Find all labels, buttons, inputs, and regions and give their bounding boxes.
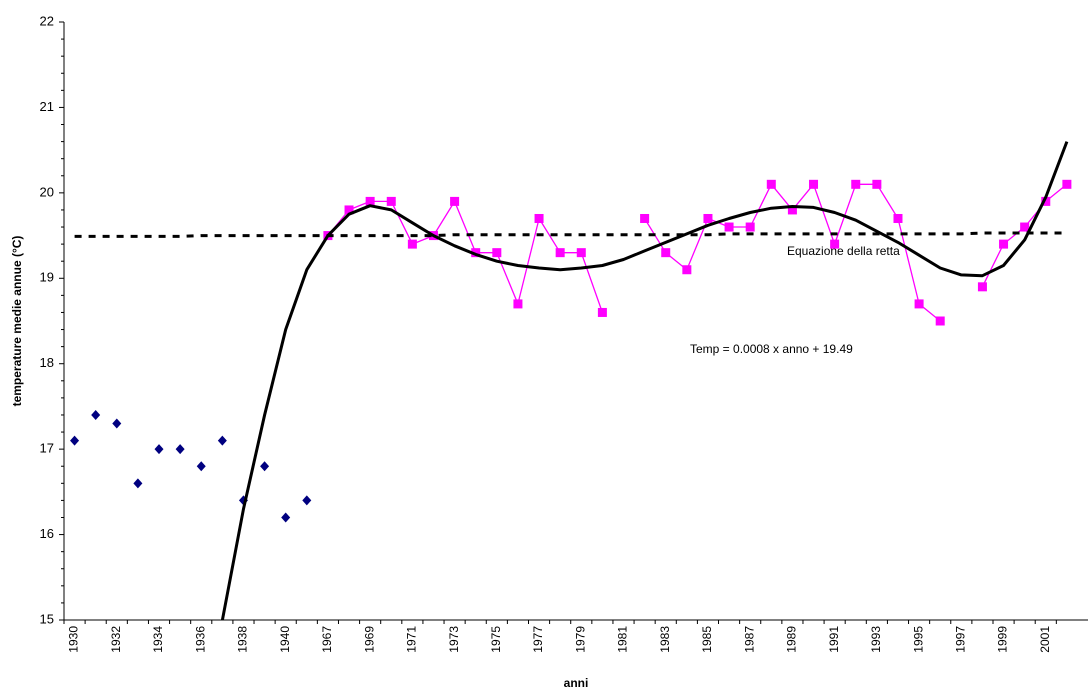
point [872, 179, 882, 189]
x-tick-label: 1999 [996, 626, 1010, 653]
x-axis-title: anni [564, 676, 589, 690]
y-tick-label: 15 [40, 611, 54, 626]
point [91, 409, 101, 420]
point [492, 248, 502, 258]
point [365, 196, 375, 206]
point [703, 213, 713, 223]
point [851, 179, 861, 189]
y-tick-label: 19 [40, 270, 54, 285]
x-tick-label: 1993 [869, 626, 883, 653]
point [893, 213, 903, 223]
point [935, 316, 945, 326]
linear-trendline [74, 231, 1067, 238]
point [302, 495, 312, 506]
series-line [327, 183, 1068, 322]
x-tick-label: 1938 [236, 626, 250, 653]
point [534, 213, 544, 223]
x-tick-label: 1973 [447, 626, 461, 653]
point [70, 435, 80, 446]
point [977, 282, 987, 292]
x-tick-label: 1991 [827, 626, 841, 653]
x-tick-label: 1969 [362, 626, 376, 653]
annotation: Temp = 0.0008 x anno + 19.49 [690, 342, 853, 356]
poly-trendline [220, 141, 1069, 620]
x-tick-label: 1985 [700, 626, 714, 653]
y-tick-label: 17 [40, 441, 54, 456]
point [513, 299, 523, 309]
point [471, 248, 481, 258]
point [576, 248, 586, 258]
point [217, 435, 227, 446]
point [196, 461, 206, 472]
plot-area [70, 141, 1072, 620]
x-tick-label: 1995 [911, 626, 925, 653]
x-tick-label: 1971 [405, 626, 419, 653]
point [766, 179, 776, 189]
point [175, 444, 185, 455]
point [914, 299, 924, 309]
annotation: Equazione della retta [787, 244, 900, 258]
point [154, 444, 164, 455]
point [555, 248, 565, 258]
x-tick-label: 1932 [109, 626, 123, 653]
x-tick-label: 2001 [1038, 626, 1052, 653]
y-tick-label: 21 [40, 99, 54, 114]
point [450, 196, 460, 206]
y-tick-label: 20 [40, 184, 54, 199]
point [133, 478, 143, 489]
y-tick-label: 18 [40, 355, 54, 370]
point [745, 222, 755, 232]
y-tick-label: 22 [40, 13, 54, 28]
point [597, 307, 607, 317]
y-tick-label: 16 [40, 526, 54, 541]
point [1041, 196, 1051, 206]
point [260, 461, 270, 472]
point [640, 213, 650, 223]
x-tick-label: 1936 [193, 626, 207, 653]
point [830, 239, 840, 249]
x-tick-label: 1967 [320, 626, 334, 653]
point [1062, 179, 1072, 189]
x-tick-label: 1940 [278, 626, 292, 653]
x-tick-label: 1981 [616, 626, 630, 653]
point [344, 205, 354, 215]
x-tick-label: 1979 [573, 626, 587, 653]
x-tick-label: 1997 [953, 626, 967, 653]
point [787, 205, 797, 215]
x-tick-label: 1989 [785, 626, 799, 653]
point [682, 265, 692, 275]
point [1020, 222, 1030, 232]
point [281, 512, 291, 523]
x-tick-label: 1934 [151, 626, 165, 653]
point [724, 222, 734, 232]
x-tick-label: 1983 [658, 626, 672, 653]
point [407, 239, 417, 249]
point [112, 418, 122, 429]
x-tick-label: 1987 [742, 626, 756, 653]
point [386, 196, 396, 206]
x-tick-label: 1930 [67, 626, 81, 653]
x-tick-label: 1977 [531, 626, 545, 653]
point [661, 248, 671, 258]
point [999, 239, 1009, 249]
y-axis-title: temperature medie annue (°C) [10, 236, 24, 407]
x-tick-label: 1975 [489, 626, 503, 653]
point [809, 179, 819, 189]
